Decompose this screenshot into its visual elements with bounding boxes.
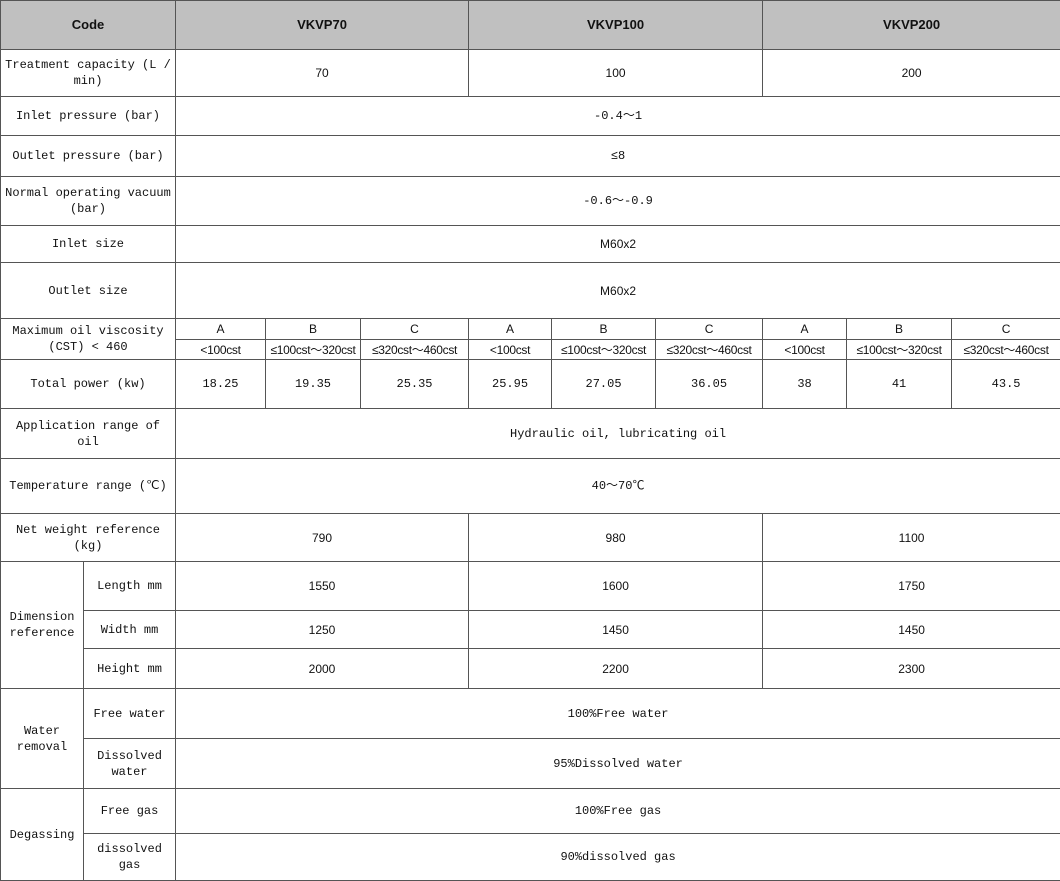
cell: 2000 — [176, 649, 469, 689]
group-label: Water removal — [1, 689, 84, 789]
table-row: Inlet size M60x2 — [1, 226, 1060, 263]
row-label: Outlet pressure (bar) — [1, 136, 176, 177]
table-row: Total power (kw) 18.25 19.35 25.35 25.95… — [1, 360, 1060, 409]
range-cell: ≤320cst～460cst — [361, 340, 469, 360]
row-label: Length mm — [84, 562, 176, 611]
header-model: VKVP100 — [469, 1, 763, 50]
cell: 1250 — [176, 611, 469, 649]
cell: M60x2 — [176, 226, 1060, 263]
table-row: Maximum oil viscosity (CST) < 460 A B C … — [1, 319, 1060, 340]
table-row: Application range of oil Hydraulic oil, … — [1, 409, 1060, 459]
cell: 25.35 — [361, 360, 469, 409]
cell: 41 — [847, 360, 952, 409]
cell: 1450 — [763, 611, 1060, 649]
grade-cell: A — [469, 319, 552, 340]
table-row: Dimension reference Length mm 1550 1600 … — [1, 562, 1060, 611]
row-label: Dissolved water — [84, 739, 176, 789]
range-cell: <100cst — [469, 340, 552, 360]
cell: 18.25 — [176, 360, 266, 409]
cell: 1600 — [469, 562, 763, 611]
cell: 43.5 — [952, 360, 1060, 409]
cell: 36.05 — [656, 360, 763, 409]
grade-cell: C — [361, 319, 469, 340]
range-cell: ≤320cst～460cst — [952, 340, 1060, 360]
cell: 70 — [176, 50, 469, 97]
cell: 100 — [469, 50, 763, 97]
cell: 2200 — [469, 649, 763, 689]
cell: 100%Free water — [176, 689, 1060, 739]
table-row: Water removal Free water 100%Free water — [1, 689, 1060, 739]
group-label: Dimension reference — [1, 562, 84, 689]
row-label: Inlet pressure (bar) — [1, 97, 176, 136]
cell: Hydraulic oil, lubricating oil — [176, 409, 1060, 459]
row-label: Free water — [84, 689, 176, 739]
range-cell: ≤100cst～320cst — [266, 340, 361, 360]
table-row: Normal operating vacuum (bar) -0.6～-0.9 — [1, 177, 1060, 226]
row-label: Treatment capacity (L / min) — [1, 50, 176, 97]
row-label: Normal operating vacuum (bar) — [1, 177, 176, 226]
cell: -0.6～-0.9 — [176, 177, 1060, 226]
row-label: Free gas — [84, 789, 176, 834]
range-cell: <100cst — [763, 340, 847, 360]
cell: 1550 — [176, 562, 469, 611]
range-cell: ≤100cst～320cst — [847, 340, 952, 360]
row-label: Net weight reference (kg) — [1, 514, 176, 562]
table-row: Outlet size M60x2 — [1, 263, 1060, 319]
row-label: Total power (kw) — [1, 360, 176, 409]
group-label: Degassing — [1, 789, 84, 881]
cell: 790 — [176, 514, 469, 562]
table-row: Temperature range (℃) 40～70℃ — [1, 459, 1060, 514]
table-row: Width mm 1250 1450 1450 — [1, 611, 1060, 649]
range-cell: <100cst — [176, 340, 266, 360]
header-code: Code — [1, 1, 176, 50]
cell: 2300 — [763, 649, 1060, 689]
cell: M60x2 — [176, 263, 1060, 319]
cell: 980 — [469, 514, 763, 562]
cell: 1450 — [469, 611, 763, 649]
cell: 95%Dissolved water — [176, 739, 1060, 789]
row-label: Inlet size — [1, 226, 176, 263]
cell: 100%Free gas — [176, 789, 1060, 834]
header-model: VKVP200 — [763, 1, 1060, 50]
header-model: VKVP70 — [176, 1, 469, 50]
row-label: Outlet size — [1, 263, 176, 319]
row-label: Height mm — [84, 649, 176, 689]
table-row: Inlet pressure (bar) -0.4～1 — [1, 97, 1060, 136]
grade-cell: C — [656, 319, 763, 340]
range-cell: ≤320cst～460cst — [656, 340, 763, 360]
grade-cell: B — [552, 319, 656, 340]
cell: 27.05 — [552, 360, 656, 409]
grade-cell: B — [266, 319, 361, 340]
cell: 200 — [763, 50, 1060, 97]
header-row: Code VKVP70 VKVP100 VKVP200 — [1, 1, 1060, 50]
cell: 1100 — [763, 514, 1060, 562]
table-row: Outlet pressure (bar) ≤8 — [1, 136, 1060, 177]
grade-cell: A — [176, 319, 266, 340]
row-label: Maximum oil viscosity (CST) < 460 — [1, 319, 176, 360]
grade-cell: A — [763, 319, 847, 340]
cell: 1750 — [763, 562, 1060, 611]
grade-cell: C — [952, 319, 1060, 340]
cell: 90%dissolved gas — [176, 834, 1060, 881]
cell: 40～70℃ — [176, 459, 1060, 514]
table-row: Degassing Free gas 100%Free gas — [1, 789, 1060, 834]
cell: ≤8 — [176, 136, 1060, 177]
table-row: dissolved gas 90%dissolved gas — [1, 834, 1060, 881]
cell: 19.35 — [266, 360, 361, 409]
table-row: Height mm 2000 2200 2300 — [1, 649, 1060, 689]
cell: 25.95 — [469, 360, 552, 409]
cell: -0.4～1 — [176, 97, 1060, 136]
range-cell: ≤100cst～320cst — [552, 340, 656, 360]
grade-cell: B — [847, 319, 952, 340]
cell: 38 — [763, 360, 847, 409]
row-label: dissolved gas — [84, 834, 176, 881]
row-label: Application range of oil — [1, 409, 176, 459]
table-row: Net weight reference (kg) 790 980 1100 — [1, 514, 1060, 562]
row-label: Temperature range (℃) — [1, 459, 176, 514]
table-row: Dissolved water 95%Dissolved water — [1, 739, 1060, 789]
row-label: Width mm — [84, 611, 176, 649]
table-row: Treatment capacity (L / min) 70 100 200 — [1, 50, 1060, 97]
